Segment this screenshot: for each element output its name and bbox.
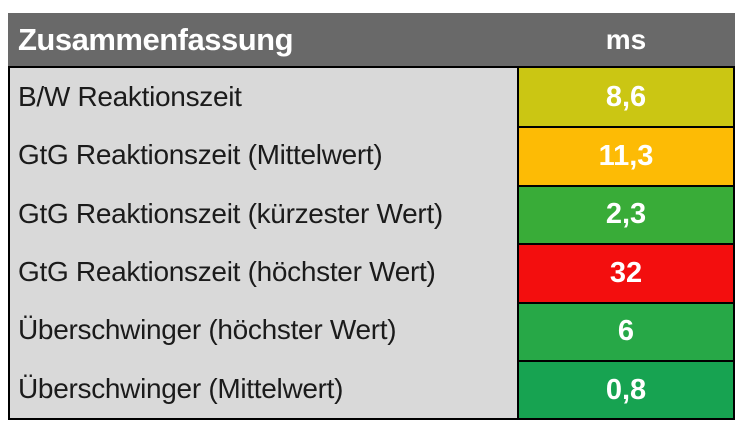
table-body: B/W Reaktionszeit 8,6 GtG Reaktionszeit …	[8, 66, 735, 421]
row-label: B/W Reaktionszeit	[10, 68, 517, 127]
row-value-cell: 6	[517, 301, 733, 360]
row-label: GtG Reaktionszeit (Mittelwert)	[10, 126, 517, 185]
row-value: 0,8	[605, 373, 647, 406]
summary-table: Zusammenfassung ms B/W Reaktionszeit 8,6…	[8, 13, 735, 421]
table-row: GtG Reaktionszeit (kürzester Wert) 2,3	[10, 184, 733, 244]
row-label: Überschwinger (Mittelwert)	[10, 359, 517, 419]
row-label: Überschwinger (höchster Wert)	[10, 301, 517, 360]
row-value: 8,6	[605, 80, 647, 113]
row-label: GtG Reaktionszeit (kürzester Wert)	[10, 184, 517, 244]
row-value-cell: 8,6	[517, 68, 733, 127]
row-value: 11,3	[598, 140, 654, 173]
row-value: 2,3	[605, 198, 647, 231]
row-value-cell: 2,3	[517, 184, 733, 244]
row-value-cell: 32	[517, 243, 733, 302]
row-value-cell: 0,8	[517, 359, 733, 419]
table-row: Überschwinger (höchster Wert) 6	[10, 301, 733, 360]
table-row: Überschwinger (Mittelwert) 0,8	[10, 359, 733, 419]
table-title: Zusammenfassung	[18, 22, 294, 57]
row-value: 6	[617, 315, 635, 348]
table-header-row: Zusammenfassung ms	[8, 13, 735, 66]
row-label: GtG Reaktionszeit (höchster Wert)	[10, 243, 517, 302]
table-row: GtG Reaktionszeit (höchster Wert) 32	[10, 243, 733, 302]
row-value: 32	[609, 256, 643, 289]
table-row: B/W Reaktionszeit 8,6	[10, 68, 733, 127]
row-value-cell: 11,3	[517, 126, 733, 185]
table-row: GtG Reaktionszeit (Mittelwert) 11,3	[10, 126, 733, 185]
unit-column-header: ms	[605, 23, 647, 55]
